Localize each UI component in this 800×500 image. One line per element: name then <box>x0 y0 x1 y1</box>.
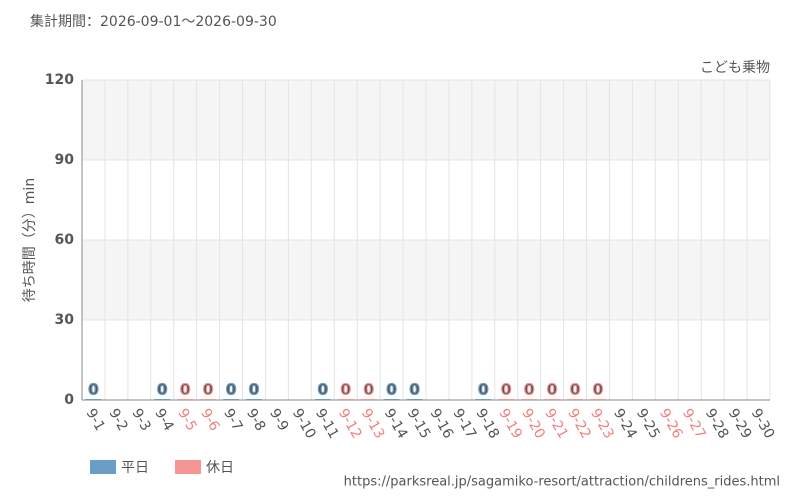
bar <box>314 399 331 400</box>
chart-title: 集計期間：2026-09-01～2026-09-30 <box>30 13 277 30</box>
bar <box>521 399 538 400</box>
x-tick-label: 9-12 <box>335 406 365 442</box>
x-tick-label: 9-18 <box>472 406 502 442</box>
x-tick-label: 9-10 <box>289 406 319 442</box>
bar <box>544 399 561 400</box>
x-tick-label: 9-23 <box>587 406 617 442</box>
legend-swatch <box>90 460 116 474</box>
x-tick-label: 9-5 <box>174 406 199 434</box>
x-tick-label: 9-4 <box>151 406 176 434</box>
bar <box>85 399 102 400</box>
x-tick-label: 9-28 <box>702 406 732 442</box>
bar <box>475 399 492 400</box>
value-label: 0 <box>363 381 373 399</box>
bar <box>589 399 607 400</box>
value-label: 0 <box>157 381 167 399</box>
bar <box>337 399 354 400</box>
x-tick-label: 9-1 <box>83 406 108 434</box>
source-url: https://parksreal.jp/sagamiko-resort/att… <box>344 475 780 490</box>
bar <box>567 399 584 400</box>
value-label: 0 <box>180 381 190 399</box>
y-tick-label: 60 <box>55 232 75 248</box>
x-tick-label: 9-19 <box>495 406 525 442</box>
x-tick-label: 9-11 <box>312 406 342 442</box>
x-tick-label: 9-24 <box>610 406 640 442</box>
x-tick-label: 9-15 <box>404 406 434 442</box>
x-tick-label: 9-29 <box>725 406 755 442</box>
bar <box>177 399 194 400</box>
value-label: 0 <box>593 381 603 399</box>
x-tick-label: 9-20 <box>518 406 548 442</box>
x-tick-label: 9-27 <box>679 406 709 442</box>
value-label: 0 <box>226 381 236 399</box>
value-label: 0 <box>570 381 580 399</box>
x-tick-label: 9-9 <box>266 406 291 434</box>
value-label: 0 <box>547 381 557 399</box>
bar <box>383 399 400 400</box>
value-label: 0 <box>318 381 328 399</box>
y-tick-label: 30 <box>55 312 75 328</box>
value-label: 0 <box>524 381 534 399</box>
bar <box>200 399 217 400</box>
value-label: 0 <box>478 381 488 399</box>
bar <box>406 399 423 400</box>
legend-swatch <box>175 460 201 474</box>
x-tick-label: 9-8 <box>243 406 268 434</box>
value-label: 0 <box>386 381 396 399</box>
x-tick-label: 9-21 <box>541 406 571 442</box>
x-tick-label: 9-2 <box>105 406 130 434</box>
x-tick-label: 9-7 <box>220 406 245 434</box>
y-axis-label: 待ち時間（分）min <box>22 178 38 302</box>
value-label: 0 <box>249 381 259 399</box>
x-tick-label: 9-17 <box>449 406 479 442</box>
y-tick-label: 0 <box>64 392 74 408</box>
x-tick-label: 9-14 <box>381 406 411 442</box>
legend-label: 休日 <box>206 460 234 476</box>
value-label: 0 <box>409 381 419 399</box>
x-tick-label: 9-22 <box>564 406 594 442</box>
x-tick-label: 9-3 <box>128 406 153 434</box>
bar <box>154 399 171 400</box>
x-tick-label: 9-25 <box>633 406 663 442</box>
value-label: 0 <box>501 381 511 399</box>
y-tick-label: 120 <box>45 72 74 88</box>
value-label: 0 <box>203 381 213 399</box>
y-tick-label: 90 <box>55 152 75 168</box>
x-tick-label: 9-30 <box>748 406 778 442</box>
legend-label: 平日 <box>121 460 149 476</box>
bar <box>360 399 377 400</box>
x-tick-label: 9-6 <box>197 406 222 434</box>
x-tick-label: 9-16 <box>427 406 457 442</box>
x-tick-label: 9-13 <box>358 406 388 442</box>
x-tick-label: 9-26 <box>656 406 686 442</box>
bar <box>245 399 263 400</box>
bar <box>498 399 515 400</box>
bar <box>223 399 240 400</box>
value-label: 0 <box>341 381 351 399</box>
value-label: 0 <box>88 381 98 399</box>
chart-subtitle: こども乗物 <box>700 60 770 76</box>
